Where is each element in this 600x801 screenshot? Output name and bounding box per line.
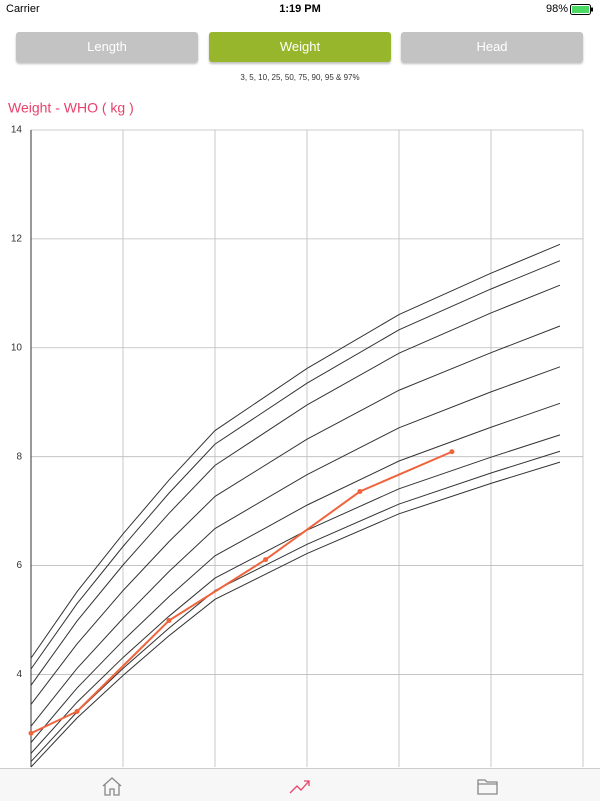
percentile-curve: [30, 434, 561, 754]
y-tick-label: 14: [11, 125, 23, 136]
percentile-curve: [30, 450, 561, 762]
y-tick-label: 6: [16, 560, 22, 571]
carrier: Carrier: [6, 3, 40, 15]
measurement-point: [166, 618, 172, 624]
measurement-point: [263, 557, 269, 563]
folder-icon[interactable]: [476, 775, 500, 797]
chart-title: Weight - WHO ( kg ): [8, 100, 134, 116]
clock: 1:19 PM: [279, 3, 321, 15]
battery-icon: [570, 4, 593, 15]
measurement-point: [357, 489, 363, 495]
tab-bar: [0, 768, 600, 801]
percentile-curve: [30, 461, 561, 768]
tab-button[interactable]: Length: [16, 32, 198, 62]
y-tick-label: 8: [16, 451, 22, 462]
y-tick-label: 12: [11, 234, 23, 245]
tab-button[interactable]: Head: [401, 32, 583, 62]
percentile-subtitle: 3, 5, 10, 25, 50, 75, 90, 95 & 97%: [240, 73, 360, 82]
percentile-curve: [30, 402, 561, 743]
measurement-line: [30, 450, 453, 735]
y-tick-label: 4: [16, 669, 22, 680]
percentile-curve: [30, 243, 561, 659]
measurement-point: [28, 730, 34, 736]
home-icon[interactable]: [100, 775, 124, 797]
percentile-curve: [30, 366, 561, 727]
measurement-point: [449, 449, 455, 455]
battery-level: 98%: [545, 3, 568, 15]
chart: Weight - WHO ( kg ) 4 6 8 10 12 14: [8, 100, 584, 768]
chart-icon[interactable]: [288, 775, 312, 797]
percentile-curve: [30, 284, 561, 686]
y-tick-label: 10: [11, 342, 23, 353]
measurement-point: [74, 708, 80, 714]
tab-button[interactable]: Weight: [209, 32, 391, 62]
status-bar: Carrier 1:19 PM 98%: [0, 0, 600, 18]
percentile-curve: [30, 260, 561, 670]
percentile-curve: [30, 325, 561, 705]
